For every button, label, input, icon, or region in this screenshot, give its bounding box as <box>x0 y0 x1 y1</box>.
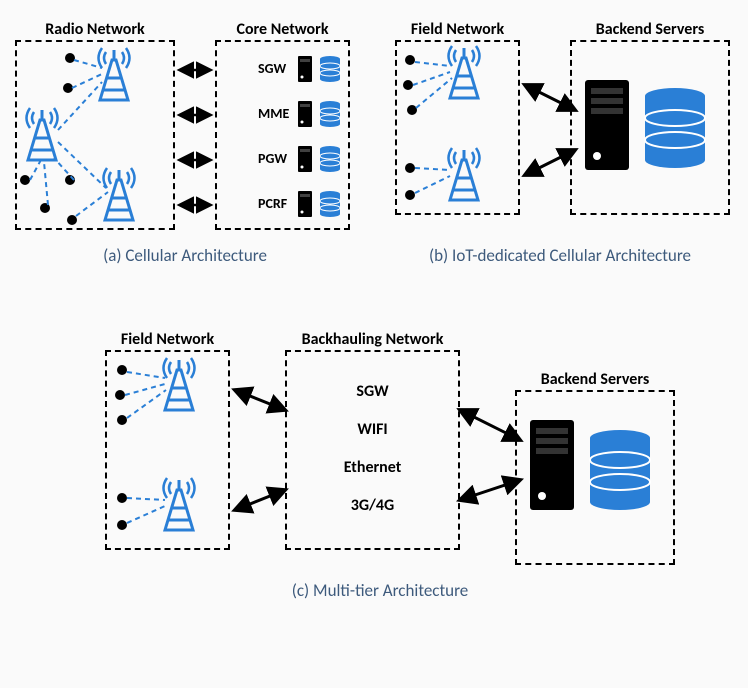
box-radio-network: Radio Network <box>15 40 175 230</box>
core-label: MME <box>258 105 296 122</box>
core-item: SGW <box>258 60 296 77</box>
core-label: PCRF <box>258 195 296 212</box>
architecture-diagram-page: Radio Network Core Network SGW MME PGW P… <box>10 10 738 678</box>
box-title: Backend Servers <box>541 370 649 389</box>
caption-c: (c) Multi-tier Architecture <box>220 580 540 601</box>
box-backend-b: Backend Servers <box>570 40 730 215</box>
box-backend-c: Backend Servers <box>515 390 675 565</box>
box-backhaul: Backhauling Network SGW WIFI Ethernet 3G… <box>285 350 460 550</box>
core-item: MME <box>258 105 296 122</box>
core-item: PGW <box>258 150 296 167</box>
caption-b: (b) IoT-dedicated Cellular Architecture <box>380 245 740 266</box>
box-title: Radio Network <box>45 20 144 39</box>
core-item: PCRF <box>258 195 296 212</box>
backhaul-item: 3G/4G <box>287 496 458 515</box>
arrows-c-right <box>460 410 520 500</box>
box-field-network-b: Field Network <box>395 40 520 215</box>
arrows-c-left <box>235 390 285 510</box>
box-title: Field Network <box>411 20 504 39</box>
box-title: Backend Servers <box>596 20 704 39</box>
box-title: Field Network <box>121 330 214 349</box>
box-title: Backhauling Network <box>302 330 444 349</box>
arrows-b <box>525 85 575 175</box>
caption-a: (a) Cellular Architecture <box>45 245 325 266</box>
backhaul-item: SGW <box>287 382 458 401</box>
box-title: Core Network <box>236 20 328 39</box>
backhaul-item: WIFI <box>287 420 458 439</box>
core-label: PGW <box>258 150 296 167</box>
box-field-network-c: Field Network <box>105 350 230 550</box>
arrows-a <box>180 70 210 205</box>
core-label: SGW <box>258 60 296 77</box>
backhaul-item: Ethernet <box>287 458 458 477</box>
